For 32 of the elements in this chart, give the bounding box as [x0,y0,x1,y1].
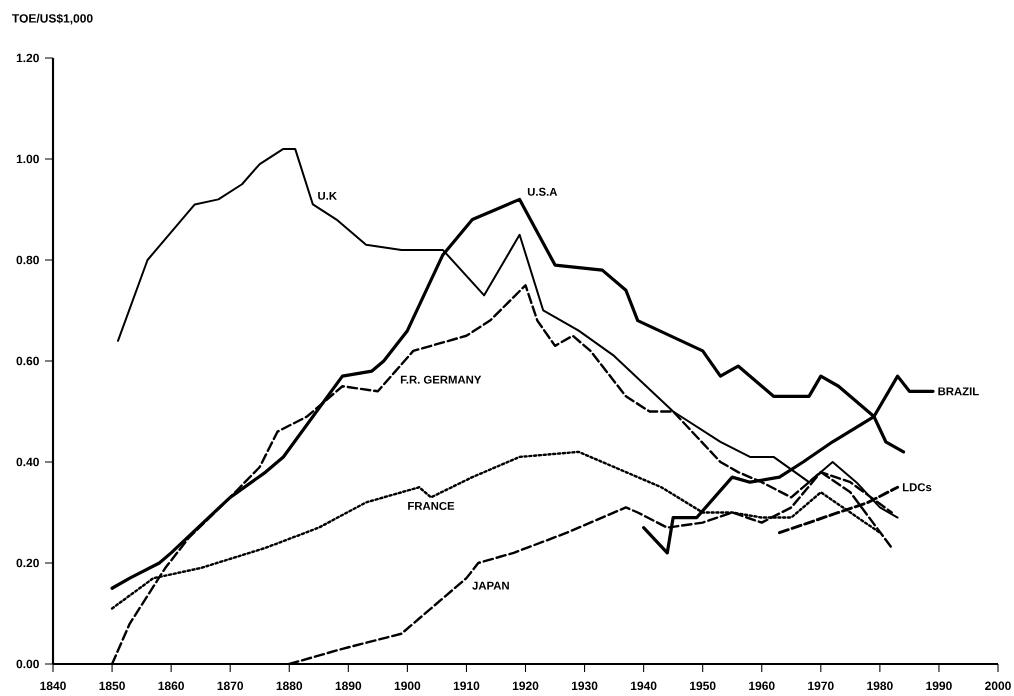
y-tick-label: 0.40 [16,457,39,467]
y-tick-label: 0.80 [16,255,39,265]
x-tick-label: 1920 [512,681,539,691]
series-label: FRANCE [408,501,455,510]
x-tick-label: 1840 [40,681,66,691]
x-tick-label: 1870 [217,681,244,691]
y-tick-label: 1.20 [16,53,39,63]
series-label: U.K [318,191,337,200]
x-tick-label: 1960 [749,681,775,691]
x-tick-label: 2000 [985,681,1011,691]
x-tick-label: 1990 [926,681,952,691]
y-axis-title: TOE/US$1,000 [12,13,93,25]
x-tick-label: 1900 [394,681,421,691]
y-tick-label: 0.00 [16,659,39,669]
y-tick-label: 0.20 [16,558,39,568]
y-tick-label: 0.60 [16,356,39,366]
x-tick-label: 1860 [158,681,184,691]
x-tick-label: 1940 [631,681,657,691]
series-label: BRAZIL [938,387,979,396]
x-tick-label: 1910 [453,681,480,691]
x-tick-label: 1890 [335,681,362,691]
series-label: F.R. GERMANY [400,375,482,384]
series-label: JAPAN [472,581,509,590]
x-tick-label: 1930 [571,681,598,691]
x-tick-label: 1950 [690,681,716,691]
series-label: U.S.A [527,187,558,196]
series-label: LDCs [902,483,932,492]
x-tick-label: 1850 [99,681,125,691]
x-tick-label: 1970 [808,681,834,691]
y-tick-label: 1.00 [16,154,39,164]
x-tick-label: 1980 [867,681,893,691]
x-tick-label: 1880 [276,681,303,691]
